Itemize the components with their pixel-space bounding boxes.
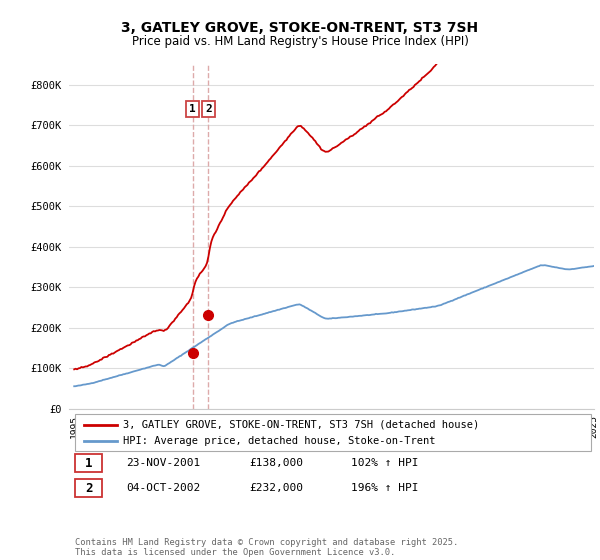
Text: 3, GATLEY GROVE, STOKE-ON-TRENT, ST3 7SH: 3, GATLEY GROVE, STOKE-ON-TRENT, ST3 7SH xyxy=(121,21,479,35)
Text: HPI: Average price, detached house, Stoke-on-Trent: HPI: Average price, detached house, Stok… xyxy=(123,436,436,446)
Text: 04-OCT-2002: 04-OCT-2002 xyxy=(126,483,200,493)
Text: 1: 1 xyxy=(189,104,196,114)
Text: £232,000: £232,000 xyxy=(249,483,303,493)
Text: 2: 2 xyxy=(85,482,92,495)
Text: 196% ↑ HPI: 196% ↑ HPI xyxy=(351,483,419,493)
Text: 23-NOV-2001: 23-NOV-2001 xyxy=(126,458,200,468)
Text: £138,000: £138,000 xyxy=(249,458,303,468)
Text: Price paid vs. HM Land Registry's House Price Index (HPI): Price paid vs. HM Land Registry's House … xyxy=(131,35,469,48)
Text: 3, GATLEY GROVE, STOKE-ON-TRENT, ST3 7SH (detached house): 3, GATLEY GROVE, STOKE-ON-TRENT, ST3 7SH… xyxy=(123,419,479,430)
Text: 1: 1 xyxy=(85,456,92,470)
Text: 102% ↑ HPI: 102% ↑ HPI xyxy=(351,458,419,468)
Text: 2: 2 xyxy=(205,104,212,114)
Text: Contains HM Land Registry data © Crown copyright and database right 2025.
This d: Contains HM Land Registry data © Crown c… xyxy=(75,538,458,557)
